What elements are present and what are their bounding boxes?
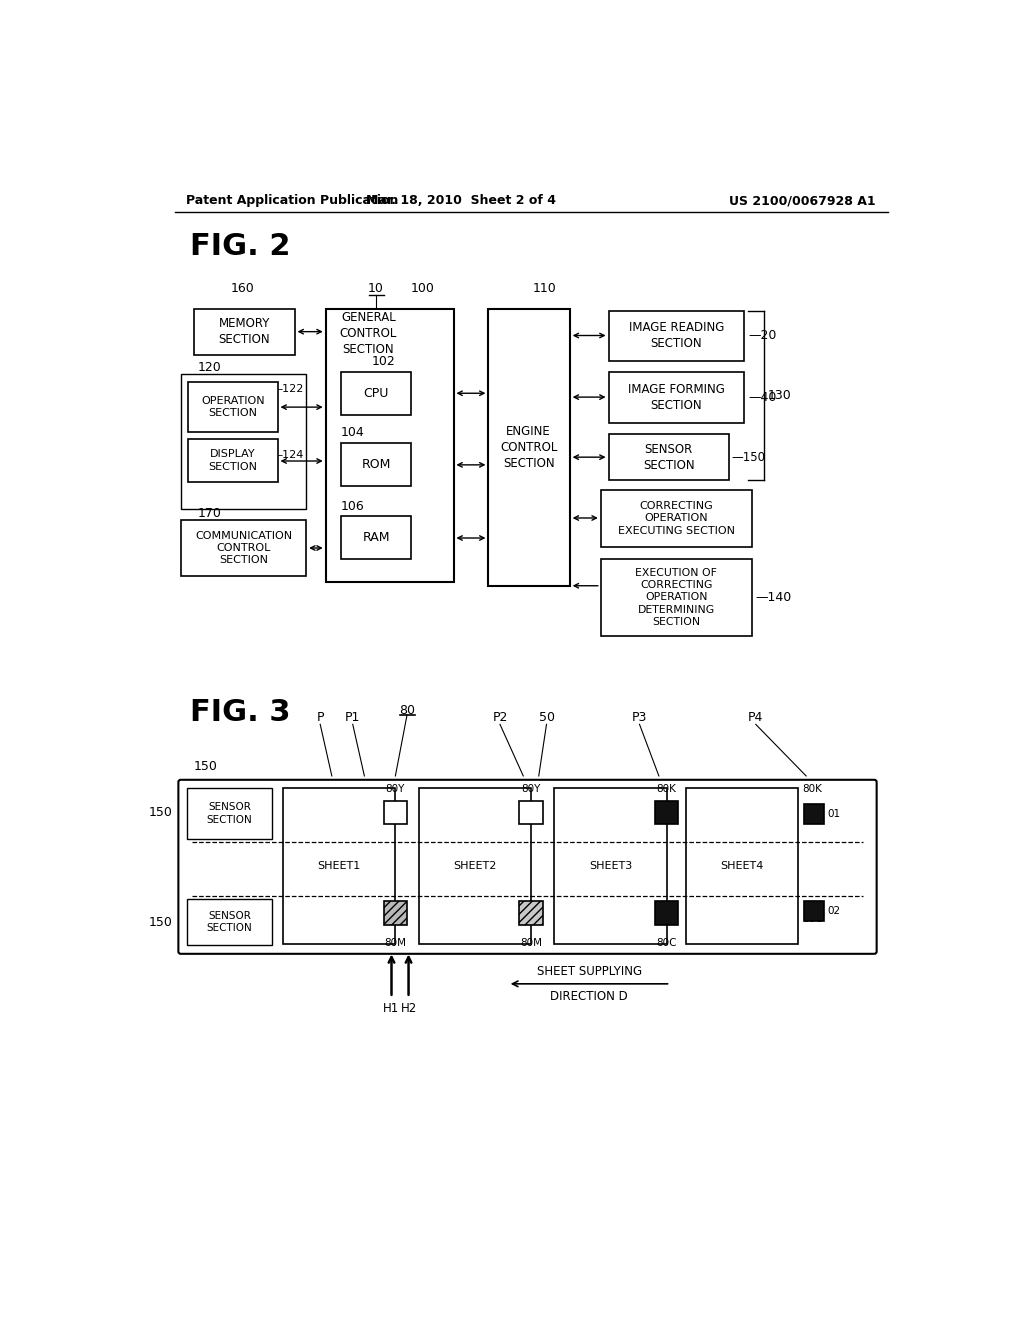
Text: 80K: 80K (656, 784, 677, 795)
Bar (326, 309, 454, 582)
Text: 104: 104 (341, 426, 365, 440)
Text: SHEET4: SHEET4 (721, 861, 764, 871)
Text: Patent Application Publication: Patent Application Publication (186, 194, 398, 207)
Text: SHEET2: SHEET2 (454, 861, 497, 871)
Bar (187, 788, 272, 840)
Text: —40: —40 (748, 391, 776, 404)
Text: SHEET SUPPLYING: SHEET SUPPLYING (537, 965, 642, 978)
Bar (384, 902, 407, 924)
Bar (519, 902, 543, 924)
Text: OPERATION
SECTION: OPERATION SECTION (201, 396, 265, 418)
Bar (341, 372, 411, 414)
Text: 10: 10 (368, 282, 384, 296)
Text: 100: 100 (411, 282, 434, 296)
Text: 150: 150 (150, 807, 173, 820)
Text: SENSOR
SECTION: SENSOR SECTION (207, 803, 252, 825)
Text: ENGINE
CONTROL
SECTION: ENGINE CONTROL SECTION (500, 425, 557, 470)
Bar (601, 558, 752, 636)
Text: P2: P2 (493, 711, 508, 725)
Text: EXECUTION OF
CORRECTING
OPERATION
DETERMINING
SECTION: EXECUTION OF CORRECTING OPERATION DETERM… (635, 568, 717, 627)
Text: 80C: 80C (656, 937, 677, 948)
Bar (341, 444, 411, 486)
Text: P1: P1 (345, 711, 360, 725)
Text: 80K: 80K (802, 784, 822, 795)
Text: —20: —20 (748, 329, 776, 342)
Bar (384, 801, 407, 825)
Text: H2: H2 (400, 1002, 417, 1015)
Bar (341, 516, 411, 558)
Text: ROM: ROM (361, 458, 391, 471)
Bar (194, 309, 295, 355)
Text: MEMORY
SECTION: MEMORY SECTION (218, 317, 270, 346)
Text: —122: —122 (271, 384, 304, 395)
Text: 160: 160 (230, 282, 255, 296)
Text: 80: 80 (399, 704, 415, 717)
Text: 80M: 80M (520, 937, 542, 948)
Text: 110: 110 (534, 282, 557, 296)
Bar (187, 899, 272, 945)
Bar (608, 434, 729, 480)
Text: —150: —150 (731, 450, 765, 463)
Text: 80Y: 80Y (521, 784, 541, 795)
Text: 102: 102 (372, 355, 395, 368)
Text: CPU: CPU (364, 387, 389, 400)
Bar (554, 788, 667, 944)
Bar (655, 801, 678, 825)
Text: 02: 02 (827, 907, 840, 916)
Text: 80M: 80M (384, 937, 407, 948)
Bar (283, 788, 395, 944)
Bar (804, 804, 824, 824)
Text: FIG. 3: FIG. 3 (190, 698, 291, 727)
Text: SENSOR
SECTION: SENSOR SECTION (643, 442, 694, 471)
Bar (608, 372, 744, 422)
Text: 120: 120 (198, 360, 221, 374)
Bar (804, 902, 824, 921)
Bar (180, 520, 306, 576)
Bar (188, 440, 278, 482)
Text: P: P (316, 711, 324, 725)
Text: 170: 170 (198, 507, 221, 520)
Text: RAM: RAM (362, 531, 390, 544)
Text: —124: —124 (271, 450, 304, 459)
Text: 130: 130 (767, 389, 792, 403)
Text: 80Y: 80Y (386, 784, 406, 795)
Bar (519, 801, 543, 825)
Text: SHEET3: SHEET3 (589, 861, 632, 871)
Bar (488, 309, 569, 586)
Text: 150: 150 (194, 760, 217, 774)
Text: CORRECTING
OPERATION
EXECUTING SECTION: CORRECTING OPERATION EXECUTING SECTION (617, 502, 735, 536)
Text: US 2100/0067928 A1: US 2100/0067928 A1 (729, 194, 876, 207)
Text: —140: —140 (756, 591, 792, 603)
Text: Mar. 18, 2010  Sheet 2 of 4: Mar. 18, 2010 Sheet 2 of 4 (367, 194, 556, 207)
Bar (180, 374, 306, 508)
Text: DIRECTION D: DIRECTION D (550, 990, 628, 1003)
Bar (655, 902, 678, 924)
Bar (188, 381, 278, 432)
Text: DISPLAY
SECTION: DISPLAY SECTION (209, 449, 257, 471)
Text: IMAGE READING
SECTION: IMAGE READING SECTION (629, 321, 724, 350)
Bar (686, 788, 799, 944)
Text: H1: H1 (383, 1002, 399, 1015)
Text: 80C: 80C (802, 913, 822, 924)
Text: SHEET1: SHEET1 (317, 861, 360, 871)
Text: FIG. 2: FIG. 2 (190, 232, 291, 261)
Bar (608, 312, 744, 360)
Bar (419, 788, 531, 944)
Text: SENSOR
SECTION: SENSOR SECTION (207, 911, 252, 933)
Text: P3: P3 (632, 711, 647, 725)
Text: 106: 106 (341, 499, 365, 512)
Text: 150: 150 (150, 916, 173, 929)
Text: 50: 50 (539, 711, 555, 725)
Text: COMMUNICATION
CONTROL
SECTION: COMMUNICATION CONTROL SECTION (195, 531, 292, 565)
Text: 01: 01 (827, 809, 840, 818)
Text: IMAGE FORMING
SECTION: IMAGE FORMING SECTION (628, 383, 725, 412)
Text: P4: P4 (749, 711, 764, 725)
FancyBboxPatch shape (178, 780, 877, 954)
Text: GENERAL
CONTROL
SECTION: GENERAL CONTROL SECTION (340, 312, 397, 356)
Bar (601, 490, 752, 548)
